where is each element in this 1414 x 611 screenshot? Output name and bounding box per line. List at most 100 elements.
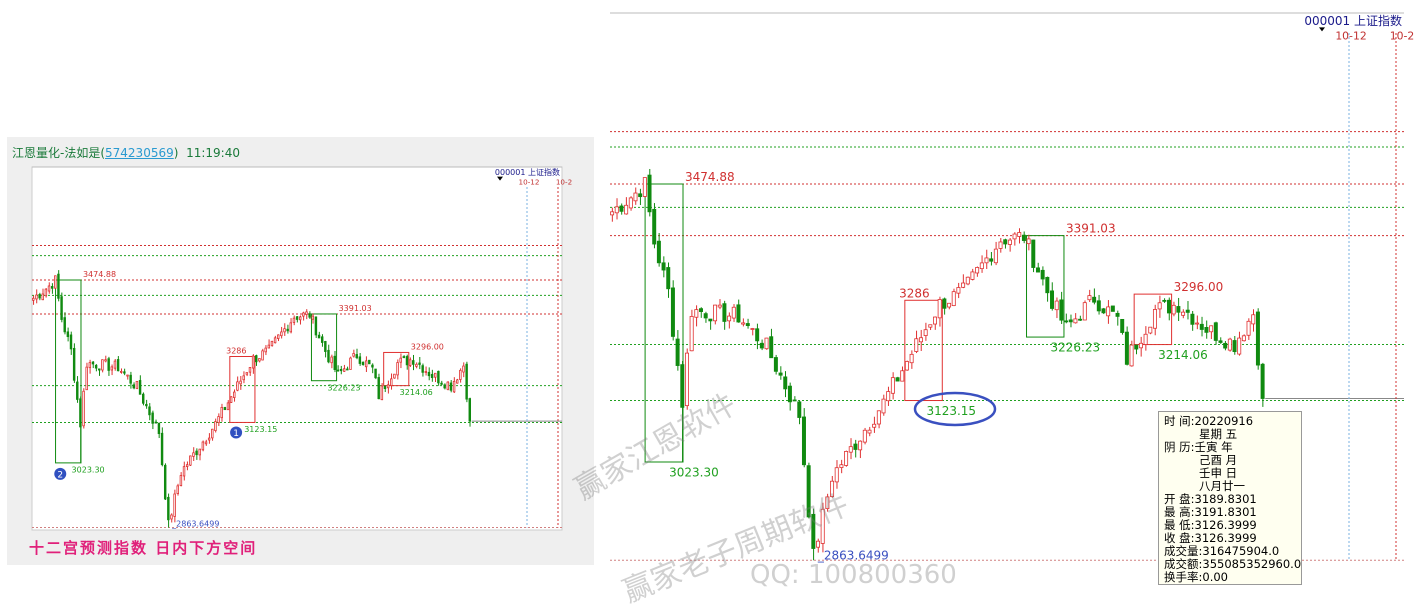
down-candle [1176,306,1181,313]
down-candle [722,303,727,322]
up-candle [820,508,825,544]
down-candle [418,362,421,365]
up-candle [248,367,252,373]
down-candle [421,365,424,373]
down-candle [1096,300,1101,312]
level-label: 3474.88 [685,170,735,184]
down-candle [336,369,340,372]
watermark: QQ: 100800360 [750,560,957,590]
up-candle [302,312,305,317]
up-candle [386,384,390,389]
down-candle [853,443,858,450]
level-label: 3226.23 [1051,340,1101,354]
down-candle [98,368,101,371]
up-candle [689,316,694,352]
level-label: 3123.15 [926,404,976,418]
projection-box [644,183,684,463]
tooltip-weekday: 星期 五 [1199,427,1238,441]
date-label: 10-2 [556,178,572,187]
down-candle [1110,305,1115,312]
level-label: 3391.03 [1066,222,1116,236]
up-candle [1227,338,1232,351]
up-candle [1129,344,1134,367]
up-candle [311,315,314,320]
up-candle [741,322,746,325]
up-candle [396,362,399,376]
down-candle [138,380,142,395]
up-candle [684,352,689,407]
down-candle [339,369,343,372]
down-candle [76,381,79,400]
up-candle [862,429,867,443]
up-candle [126,374,129,377]
up-candle [408,359,412,366]
down-candle [1190,313,1195,325]
projection-box [229,355,256,423]
down-candle [1199,323,1204,330]
up-candle [1073,318,1078,324]
up-candle [35,294,38,300]
down-candle [402,356,406,358]
down-candle [141,393,145,404]
down-candle [255,355,258,363]
down-candle [783,376,788,390]
up-candle [245,372,249,375]
down-candle [745,323,750,327]
up-candle [1157,302,1162,310]
up-candle [1007,239,1012,245]
up-candle [434,372,437,378]
up-candle [47,285,51,292]
tooltip-lunar-day: 壬申 日 [1199,466,1238,480]
up-candle [32,297,35,301]
left-header: 江恩量化-法如是(574230569) 11:19:40 [12,144,240,161]
up-candle [270,340,274,347]
up-candle [1246,320,1251,336]
up-candle [872,423,877,428]
qq-link[interactable]: 574230569 [105,146,174,160]
down-candle [465,363,468,400]
tooltip-close: 3126.3999 [1194,531,1257,545]
up-candle [1087,295,1092,301]
up-candle [267,344,271,349]
down-candle [1078,318,1083,321]
down-candle [666,267,671,290]
down-candle [132,384,136,389]
down-candle [1213,322,1218,341]
down-candle [437,370,440,384]
up-candle [185,464,189,467]
projection-box [383,351,410,387]
up-candle [182,466,186,477]
down-candle [160,432,164,466]
up-candle [264,347,267,353]
marker-number: 2 [57,470,63,480]
down-candle [1120,318,1125,333]
up-candle [764,337,769,350]
up-candle [135,380,139,389]
level-label: 3123.15 [244,425,277,434]
up-candle [727,315,732,322]
up-candle [207,437,211,441]
down-candle [405,356,409,366]
label: 最 低: [1164,518,1195,532]
down-candle [69,334,73,350]
label: 成交量: [1164,544,1203,558]
down-candle [801,416,806,466]
app-title: 江恩量化-法如是( [12,146,106,160]
down-candle [38,294,41,299]
down-candle [167,496,170,521]
down-candle [368,359,371,365]
down-candle [154,421,158,424]
up-candle [459,369,462,380]
up-candle [1026,238,1031,245]
down-candle [57,273,60,299]
level-label: 3296.00 [411,342,444,351]
up-candle [839,464,844,468]
low-label: _2863.6499 [171,520,219,529]
up-candle [54,275,57,289]
symbol-label: 000001 上证指数 [495,167,560,177]
down-candle [773,357,778,372]
down-candle [942,298,947,309]
down-candle [1185,309,1190,313]
projection-box [1133,293,1173,346]
tooltip-turnover: 0.00 [1202,570,1228,584]
